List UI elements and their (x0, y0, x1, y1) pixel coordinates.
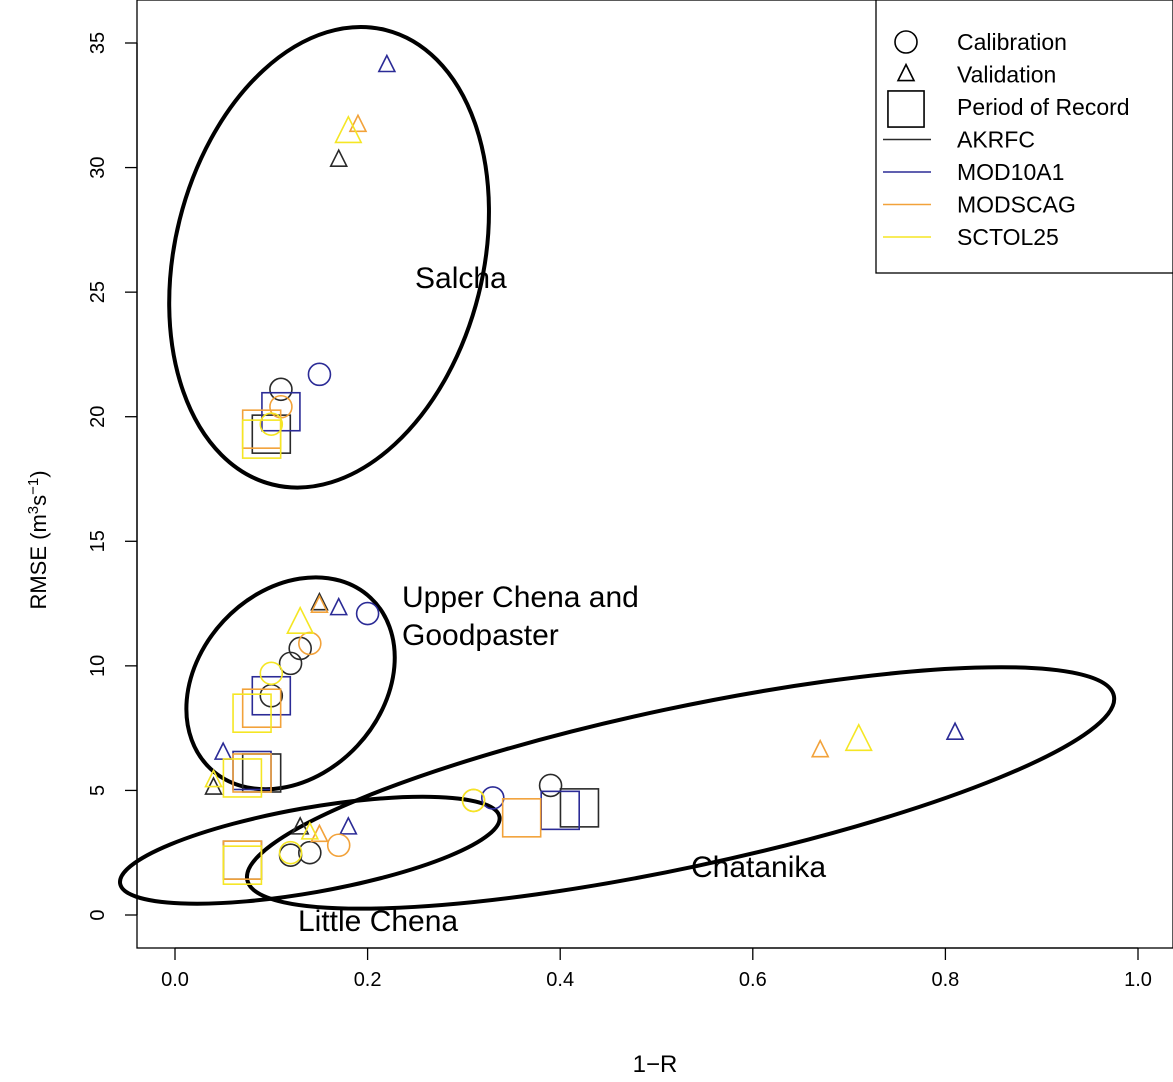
point-mod10a1-circle (355, 601, 380, 626)
data-points (204, 53, 965, 885)
y-tick-label: 25 (87, 281, 109, 303)
point-akrfc-triangle (290, 816, 310, 835)
legend-marker-triangle (896, 62, 916, 82)
point-modscag-circle (326, 833, 351, 858)
point-sctol25-square (232, 693, 272, 733)
legend-label: Calibration (957, 29, 1067, 55)
point-sctol25-circle (259, 412, 284, 436)
point-akrfc-circle (269, 377, 293, 402)
x-axis-label: 1−R (633, 1051, 678, 1078)
point-sctol25-square (222, 758, 263, 798)
legend-label: SCTOL25 (957, 224, 1059, 250)
point-sctol25-triangle (300, 821, 320, 840)
group-label: Salcha (415, 262, 507, 295)
point-mod10a1-triangle (213, 741, 233, 760)
group-label: Little Chena (298, 905, 458, 938)
point-mod10a1-triangle (945, 721, 965, 741)
legend-box (875, 0, 1173, 274)
legend-label: Period of Record (957, 94, 1130, 120)
point-modscag-square (501, 798, 542, 838)
x-tick-label: 0.4 (546, 969, 574, 991)
x-tick-label: 0.8 (931, 969, 959, 991)
point-akrfc-circle (298, 840, 322, 865)
point-sctol25-triangle (334, 115, 363, 144)
group-label: Upper Chena and Goodpaster (402, 581, 639, 652)
axes: 0.0 0.2 0.4 0.6 0.8 1.0 0 5 10 15 20 25 30 35 (87, 32, 1152, 991)
legend-label: MOD10A1 (957, 159, 1064, 185)
point-sctol25-square (241, 419, 282, 459)
point-akrfc-circle (538, 773, 563, 798)
legend: Calibration Validation Period of Record AKR… (875, 0, 1173, 274)
point-mod10a1-triangle (339, 816, 358, 835)
y-tick-label: 20 (87, 406, 109, 428)
point-modscag-triangle (310, 594, 329, 613)
point-modscag-square (241, 688, 282, 729)
legend-marker-square (887, 90, 925, 128)
point-akrfc-triangle (329, 148, 349, 167)
group-ellipse-little (118, 794, 502, 906)
point-akrfc-circle (278, 843, 303, 868)
x-tick-label: 0.6 (739, 969, 767, 991)
point-modscag-triangle (810, 738, 830, 758)
point-sctol25-circle (278, 840, 303, 865)
point-sctol25-square (222, 845, 263, 885)
point-sctol25-circle (461, 788, 486, 813)
point-sctol25-triangle (286, 605, 315, 635)
group-label: Chatanika (691, 851, 826, 884)
point-sctol25-circle (259, 661, 284, 686)
x-tick-label: 0.0 (161, 969, 189, 991)
y-tick-label: 10 (87, 655, 109, 677)
point-mod10a1-triangle (329, 596, 349, 616)
point-akrfc-square (251, 414, 292, 454)
group-labels: Salcha Upper Chena and Goodpaster Little Ch… (298, 262, 826, 938)
point-modscag-triangle (348, 113, 368, 133)
legend-label: MODSCAG (957, 192, 1076, 218)
group-ellipse-upper (184, 575, 397, 792)
y-tick-label: 5 (87, 785, 109, 796)
x-tick-label: 0.2 (354, 969, 382, 991)
point-sctol25-triangle (204, 768, 223, 788)
group-ellipse-salcha (167, 24, 491, 490)
point-sctol25-triangle (844, 722, 873, 752)
x-tick-label: 1.0 (1124, 969, 1152, 991)
point-akrfc-triangle (310, 591, 329, 611)
y-axis-label: RMSE (m3s−1) (25, 470, 52, 609)
y-tick-label: 15 (87, 530, 109, 552)
point-mod10a1-triangle (377, 53, 397, 73)
point-modscag-square (232, 753, 272, 793)
point-mod10a1-circle (307, 362, 332, 387)
group-ellipses (118, 24, 1117, 911)
y-tick-label: 30 (87, 156, 109, 178)
y-tick-label: 35 (87, 32, 109, 54)
group-ellipse-chatanika (244, 665, 1117, 911)
y-axis-label-text: RMSE (m3s−1) (25, 470, 52, 609)
legend-marker-circle (894, 30, 918, 54)
point-mod10a1-circle (480, 786, 505, 810)
legend-label: Validation (957, 62, 1056, 88)
y-tick-label: 0 (87, 909, 109, 920)
legend-label: AKRFC (957, 127, 1035, 153)
